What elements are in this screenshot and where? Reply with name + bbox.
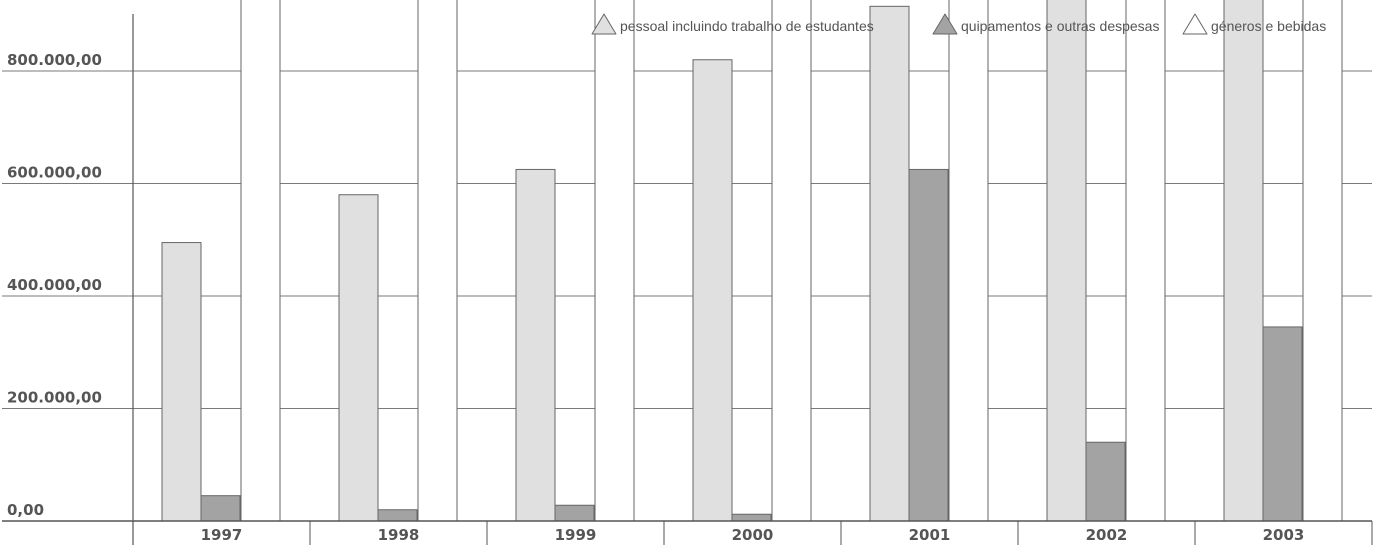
legend-swatch-icon bbox=[1182, 13, 1208, 35]
bar bbox=[948, 0, 989, 522]
legend-label: géneros e bebidas bbox=[1211, 18, 1326, 34]
legend-label: quipamentos e outras despesas bbox=[961, 18, 1159, 34]
axes bbox=[2, 14, 1373, 545]
bar bbox=[161, 242, 202, 522]
x-axis-ticks: 1997 1998 1999 2000 2001 2002 2003 bbox=[201, 526, 1305, 544]
bar bbox=[240, 0, 281, 522]
y-tick-label: 0,00 bbox=[7, 501, 44, 519]
bar bbox=[869, 5, 910, 522]
bar bbox=[771, 0, 812, 522]
bar bbox=[1046, 0, 1087, 522]
bar bbox=[417, 0, 458, 522]
bar bbox=[1262, 326, 1303, 522]
bars bbox=[161, 0, 1343, 522]
bar bbox=[908, 168, 949, 522]
x-tick-label: 1999 bbox=[555, 526, 597, 544]
bar bbox=[377, 509, 418, 522]
x-tick-label: 2000 bbox=[732, 526, 774, 544]
legend-swatch-icon bbox=[932, 13, 958, 35]
x-tick-label: 2003 bbox=[1263, 526, 1305, 544]
x-tick-label: 2002 bbox=[1086, 526, 1128, 544]
x-tick-label: 1997 bbox=[201, 526, 243, 544]
bar bbox=[200, 495, 241, 522]
bar bbox=[1223, 0, 1264, 522]
bar bbox=[338, 194, 379, 522]
y-axis-ticks: 0,00 200.000,00 400.000,00 600.000,00 800.00… bbox=[7, 51, 102, 519]
bar bbox=[1125, 0, 1166, 522]
bar bbox=[1085, 441, 1126, 522]
y-tick-label: 400.000,00 bbox=[7, 276, 102, 294]
bar bbox=[515, 168, 556, 522]
bar bbox=[594, 0, 635, 522]
x-tick-label: 1998 bbox=[378, 526, 420, 544]
legend: pessoal incluindo trabalho de estudantes… bbox=[591, 13, 1326, 35]
x-tick-label: 2001 bbox=[909, 526, 951, 544]
y-tick-label: 600.000,00 bbox=[7, 164, 102, 182]
legend-swatch-icon bbox=[591, 13, 617, 35]
y-tick-label: 200.000,00 bbox=[7, 389, 102, 407]
bar bbox=[692, 59, 733, 522]
gridlines bbox=[2, 70, 1372, 409]
bar bbox=[731, 513, 772, 522]
bar bbox=[1302, 0, 1343, 522]
y-tick-label: 800.000,00 bbox=[7, 51, 102, 69]
legend-label: pessoal incluindo trabalho de estudantes bbox=[620, 18, 874, 34]
bar bbox=[554, 504, 595, 522]
